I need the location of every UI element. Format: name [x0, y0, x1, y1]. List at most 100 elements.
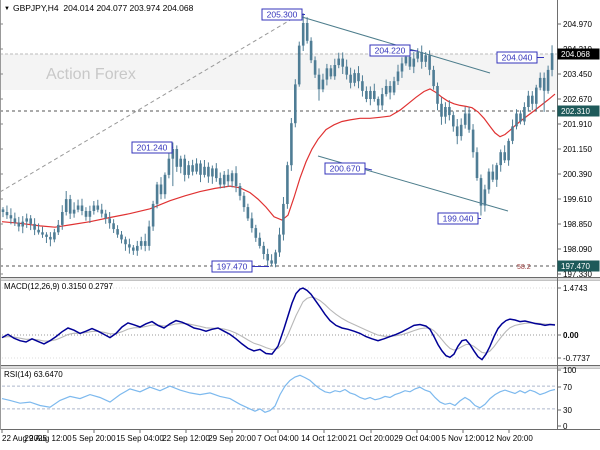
price-annotation[interactable]: 204.040: [496, 51, 544, 64]
candle-body: [428, 55, 431, 70]
candle-body: [53, 232, 56, 240]
candle-body: [313, 60, 317, 75]
candle-body: [479, 178, 483, 206]
annotation-box[interactable]: [369, 44, 411, 57]
separator-band[interactable]: [0, 366, 600, 369]
candle-body: [538, 77, 542, 88]
candle-body: [120, 234, 123, 240]
candle-body: [511, 126, 514, 141]
rsi-indicator-label: RSI(14) 63.6470: [4, 370, 63, 379]
time-tick-label: 22 Aug 2025: [2, 434, 47, 443]
separator-band[interactable]: [0, 278, 600, 281]
ascending-trendline[interactable]: [0, 15, 298, 193]
symbol-period-label: GBPJPY,H4: [12, 3, 59, 13]
candle-body: [199, 163, 202, 175]
candle-body: [388, 86, 392, 93]
price-annotation[interactable]: 197.470: [211, 260, 269, 273]
candlestick-series: [1, 13, 554, 268]
candle-body: [5, 212, 9, 216]
candle-body: [17, 222, 21, 227]
candle-body: [254, 228, 258, 238]
annotation-box[interactable]: [261, 8, 303, 21]
candle-body: [424, 55, 427, 62]
candle-body: [143, 241, 147, 246]
candle-body: [49, 236, 52, 240]
annotation-box[interactable]: [496, 51, 538, 64]
level-lines: [0, 53, 557, 267]
rsi-tick-label: 30: [563, 406, 572, 415]
time-tick-label: 29 Sep 20:00: [208, 434, 256, 443]
macd-main-line: [1, 287, 556, 361]
candle-body: [238, 186, 242, 196]
candle-body: [211, 168, 214, 177]
price-axis[interactable]: 204.970204.210203.450202.670201.910201.1…: [0, 20, 600, 431]
annotation-box[interactable]: [131, 141, 173, 154]
candle-body: [250, 218, 254, 229]
chart-title: ▼ GBPJPY,H4 204.014 204.077 203.974 204.0…: [4, 3, 193, 13]
candle-body: [400, 63, 404, 72]
fib-note-text: 58.2: [517, 264, 531, 271]
candle-body: [112, 223, 115, 230]
candle-body: [159, 184, 163, 195]
candle-body: [527, 95, 530, 107]
candle-body: [317, 74, 321, 90]
candle-body: [282, 203, 285, 235]
candle-body: [278, 234, 281, 253]
candle-body: [68, 199, 72, 214]
candle-body: [226, 174, 230, 182]
candle-body: [353, 73, 356, 83]
candle-body: [234, 173, 238, 187]
candle-body: [380, 94, 384, 106]
candle-body: [167, 158, 171, 175]
candle-body: [491, 171, 495, 180]
candle-body: [361, 81, 364, 91]
time-tick-label: 5 Sep 20:00: [72, 434, 116, 443]
candle-body: [207, 166, 210, 177]
candle-body: [96, 205, 100, 210]
candle-body: [203, 166, 206, 175]
candle-body: [321, 79, 325, 90]
candle-body: [258, 237, 261, 246]
price-annotation[interactable]: 201.240: [131, 141, 174, 154]
price-tick-label: 197.330: [563, 270, 592, 279]
annotation-text: 205.300: [267, 10, 298, 20]
candle-body: [262, 245, 265, 254]
candle-body: [495, 165, 498, 180]
time-tick-label: 12 Nov 20:00: [485, 434, 533, 443]
price-annotation[interactable]: 205.300: [261, 8, 305, 21]
candle-body: [218, 178, 222, 185]
candle-body: [266, 254, 269, 261]
chevron-down-icon[interactable]: ▼: [4, 6, 10, 12]
candle-body: [483, 189, 487, 206]
candle-body: [392, 81, 396, 93]
candle-body: [37, 229, 40, 233]
candle-body: [471, 129, 475, 153]
annotation-box[interactable]: [324, 162, 366, 175]
annotation-box[interactable]: [437, 212, 479, 225]
candle-body: [515, 113, 518, 127]
candle-body: [230, 173, 234, 182]
candle-body: [436, 86, 439, 104]
price-tick-label: 203.450: [563, 70, 592, 79]
price-annotation[interactable]: 200.670: [324, 162, 373, 175]
candle-body: [187, 165, 190, 175]
macd-panel: [1, 287, 557, 361]
candle-body: [357, 73, 360, 82]
candle-body: [294, 84, 297, 124]
price-annotation[interactable]: 199.040: [437, 212, 481, 225]
macd-tick-label: 1.4743: [563, 284, 588, 293]
candle-body: [507, 140, 510, 161]
candle-body: [384, 86, 388, 95]
price-annotation[interactable]: 204.220: [369, 44, 419, 57]
annotation-box[interactable]: [211, 260, 253, 273]
ohlc-quote-label: 204.014 204.077 203.974 204.068: [63, 3, 194, 13]
candle-body: [297, 45, 301, 85]
candle-body: [124, 239, 127, 245]
candle-body: [349, 74, 352, 83]
candle-body: [270, 260, 273, 264]
candle-body: [191, 165, 194, 172]
candle-body: [365, 90, 368, 99]
candle-body: [84, 211, 88, 217]
